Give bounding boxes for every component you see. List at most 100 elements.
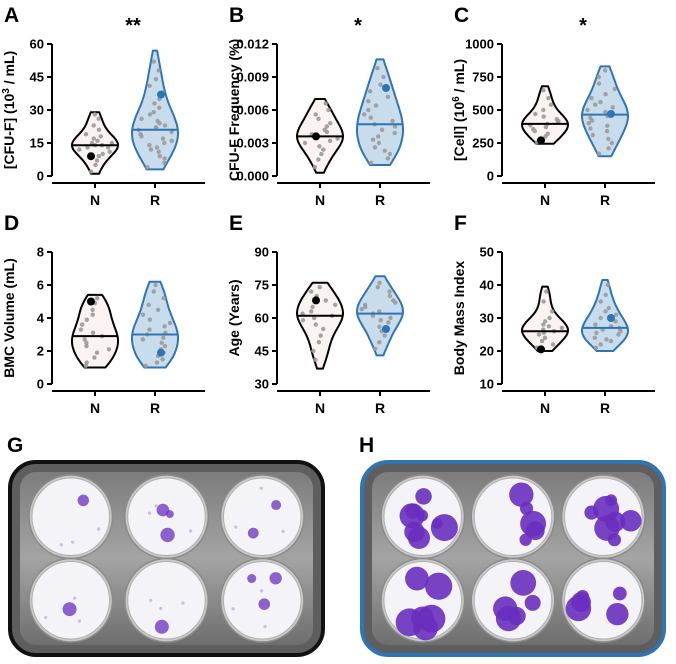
data-point xyxy=(377,324,382,329)
data-point xyxy=(373,103,379,108)
highlight-point xyxy=(382,325,390,333)
data-point xyxy=(167,320,173,326)
stained-colony xyxy=(605,511,626,532)
data-point xyxy=(375,285,380,290)
y-axis-title-text: BMC Volume (mL) xyxy=(1,258,17,378)
stained-colony xyxy=(519,533,532,546)
data-point xyxy=(550,342,556,347)
data-point xyxy=(300,318,306,323)
violin-r xyxy=(131,49,179,171)
data-point xyxy=(368,115,373,120)
data-point xyxy=(324,124,329,129)
y-axis-title-text: [CFU-F] (10 xyxy=(1,94,17,170)
stained-colony xyxy=(620,510,642,532)
data-point xyxy=(603,92,608,97)
stained-colony xyxy=(405,566,429,591)
data-point xyxy=(161,335,166,340)
y-tick-label: 250 xyxy=(472,136,494,151)
faint-colony xyxy=(281,529,285,533)
data-point xyxy=(362,112,367,117)
data-point xyxy=(390,118,395,124)
faint-colony xyxy=(44,615,48,620)
stained-colony xyxy=(165,510,174,519)
data-point xyxy=(542,335,548,340)
stained-colony xyxy=(271,500,282,511)
data-point xyxy=(541,88,546,93)
data-point xyxy=(377,309,382,314)
data-point xyxy=(375,66,380,71)
y-axis-title: BMC Volume (mL) xyxy=(1,258,17,378)
data-point xyxy=(321,326,326,332)
data-point xyxy=(157,154,163,159)
data-point xyxy=(162,324,167,329)
y-tick-label: 45 xyxy=(30,70,44,85)
faint-colony xyxy=(154,504,158,508)
y-tick-label: 1000 xyxy=(465,37,494,52)
well xyxy=(223,477,302,556)
data-point xyxy=(546,324,552,329)
data-point xyxy=(139,116,144,122)
y-tick-label: 0.006 xyxy=(236,103,269,118)
data-point xyxy=(604,128,610,134)
data-point xyxy=(368,160,374,165)
data-point xyxy=(605,282,611,288)
y-tick-label: 4 xyxy=(37,311,45,326)
data-point xyxy=(319,151,324,157)
x-tick-label: R xyxy=(600,400,610,416)
data-point xyxy=(377,340,382,345)
panel-letter: H xyxy=(359,434,374,457)
data-point xyxy=(610,105,615,110)
stained-colony xyxy=(416,509,429,522)
data-point xyxy=(612,86,617,92)
data-point xyxy=(162,343,168,349)
data-point xyxy=(93,162,98,168)
data-point xyxy=(613,312,619,317)
data-point xyxy=(157,105,162,111)
data-point xyxy=(162,156,167,161)
stained-colony xyxy=(510,569,537,596)
data-point xyxy=(382,333,387,338)
data-point xyxy=(77,147,82,152)
panel-letter: C xyxy=(454,4,469,27)
data-point xyxy=(588,115,593,121)
data-point xyxy=(359,307,364,312)
data-point xyxy=(362,302,368,307)
violin-n xyxy=(521,285,569,352)
data-point xyxy=(593,102,598,107)
data-point xyxy=(604,337,609,342)
y-tick-label: 30 xyxy=(255,377,269,392)
data-point xyxy=(377,280,382,285)
y-axis-title-superscript: 3 xyxy=(1,88,12,94)
data-point xyxy=(593,345,599,350)
data-point xyxy=(386,320,391,325)
data-point xyxy=(388,315,393,321)
data-point xyxy=(603,109,608,115)
data-point xyxy=(153,282,158,288)
data-point xyxy=(317,144,322,149)
y-tick-label: 90 xyxy=(255,245,269,260)
data-point xyxy=(589,95,594,101)
well xyxy=(127,561,206,640)
data-point xyxy=(91,123,96,128)
data-point xyxy=(146,302,151,307)
y-tick-label: 500 xyxy=(472,103,494,118)
faint-colony xyxy=(181,601,185,605)
faint-colony xyxy=(59,543,63,547)
data-point xyxy=(603,68,608,73)
highlight-point xyxy=(607,109,615,118)
y-axis-title: [CFU-F] (103 / mL) xyxy=(1,51,17,169)
data-point xyxy=(159,340,164,345)
data-point xyxy=(153,77,159,82)
violin-r xyxy=(581,279,629,352)
data-point xyxy=(106,145,111,150)
data-point xyxy=(300,311,305,316)
stained-colony xyxy=(62,602,77,617)
data-point xyxy=(533,111,538,117)
data-point xyxy=(160,136,166,141)
panel-letter: B xyxy=(229,4,244,27)
data-point xyxy=(161,296,166,301)
data-point xyxy=(593,322,598,327)
data-point xyxy=(96,154,102,159)
data-point xyxy=(89,140,95,146)
data-point xyxy=(312,315,317,321)
